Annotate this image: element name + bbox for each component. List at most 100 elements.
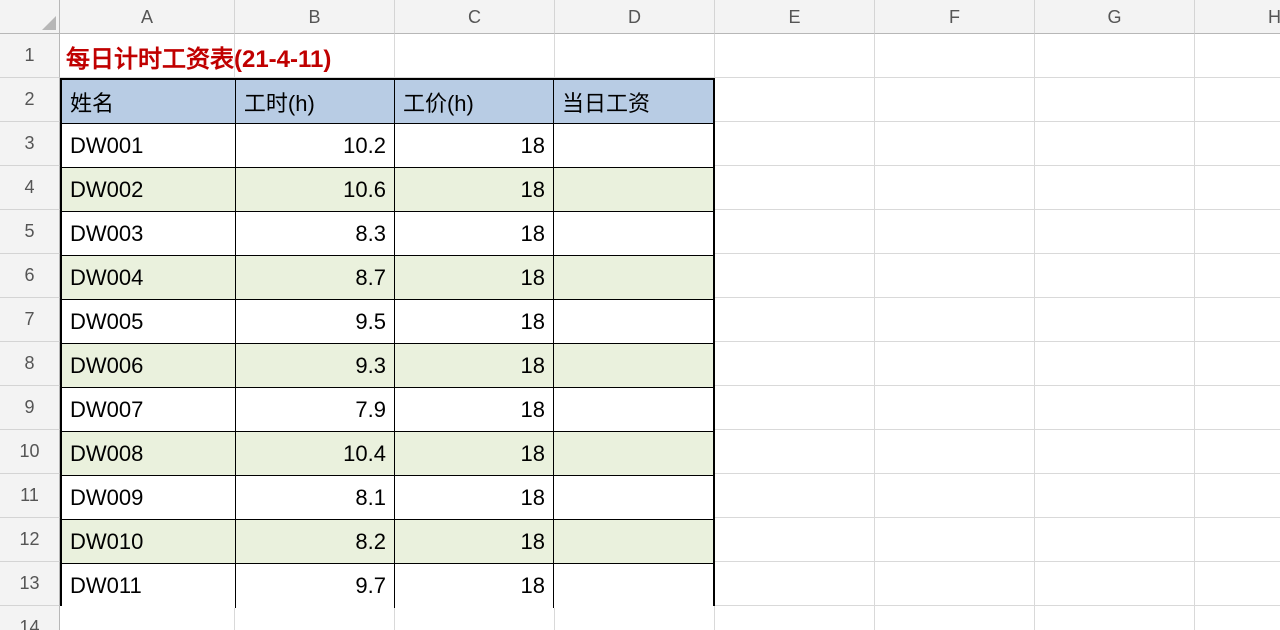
table-cell-hours[interactable]: 10.2 [236,124,395,168]
table-cell-rate[interactable]: 18 [395,344,554,388]
cell[interactable] [1035,78,1195,122]
cell[interactable] [875,298,1035,342]
table-cell-rate[interactable]: 18 [395,212,554,256]
cell[interactable] [875,474,1035,518]
cell[interactable] [715,78,875,122]
cell[interactable] [875,166,1035,210]
table-cell-name[interactable]: DW010 [62,520,236,564]
cell[interactable] [715,606,875,630]
column-header-A[interactable]: A [60,0,235,34]
table-cell-pay[interactable] [554,432,713,476]
cell[interactable] [875,254,1035,298]
table-cell-hours[interactable]: 9.5 [236,300,395,344]
row-header-3[interactable]: 3 [0,122,60,166]
cell[interactable] [875,34,1035,78]
row-header-9[interactable]: 9 [0,386,60,430]
cell[interactable] [875,78,1035,122]
table-header[interactable]: 工时(h) [236,80,395,124]
table-cell-rate[interactable]: 18 [395,432,554,476]
row-header-10[interactable]: 10 [0,430,60,474]
table-cell-pay[interactable] [554,520,713,564]
table-cell-rate[interactable]: 18 [395,520,554,564]
cell[interactable] [875,342,1035,386]
cell[interactable] [1195,166,1280,210]
cell[interactable] [715,474,875,518]
cell[interactable] [715,386,875,430]
cell[interactable] [1035,386,1195,430]
table-cell-name[interactable]: DW004 [62,256,236,300]
table-cell-pay[interactable] [554,476,713,520]
cell[interactable] [555,606,715,630]
cell[interactable] [715,562,875,606]
table-cell-hours[interactable]: 10.6 [236,168,395,212]
cell[interactable] [875,562,1035,606]
table-cell-name[interactable]: DW011 [62,564,236,608]
cell[interactable] [1195,210,1280,254]
cell[interactable] [715,122,875,166]
table-cell-rate[interactable]: 18 [395,476,554,520]
title-cell[interactable]: 每日计时工资表(21-4-11) [60,34,721,78]
table-cell-hours[interactable]: 8.7 [236,256,395,300]
table-cell-pay[interactable] [554,344,713,388]
cell[interactable] [1035,606,1195,630]
table-cell-name[interactable]: DW007 [62,388,236,432]
cell[interactable] [1195,518,1280,562]
table-cell-rate[interactable]: 18 [395,564,554,608]
table-cell-name[interactable]: DW003 [62,212,236,256]
row-header-8[interactable]: 8 [0,342,60,386]
cell[interactable] [875,386,1035,430]
cell[interactable] [875,122,1035,166]
cell[interactable] [1195,562,1280,606]
table-cell-pay[interactable] [554,564,713,608]
cell[interactable] [1195,474,1280,518]
cell[interactable] [715,518,875,562]
column-header-H[interactable]: H [1195,0,1280,34]
table-cell-name[interactable]: DW002 [62,168,236,212]
table-cell-hours[interactable]: 9.3 [236,344,395,388]
cell[interactable] [395,606,555,630]
table-cell-pay[interactable] [554,168,713,212]
table-cell-pay[interactable] [554,124,713,168]
table-cell-name[interactable]: DW006 [62,344,236,388]
table-cell-hours[interactable]: 8.2 [236,520,395,564]
table-header[interactable]: 姓名 [62,80,236,124]
table-cell-rate[interactable]: 18 [395,388,554,432]
cell[interactable] [1195,298,1280,342]
column-header-D[interactable]: D [555,0,715,34]
table-cell-rate[interactable]: 18 [395,168,554,212]
cell[interactable] [715,254,875,298]
cell[interactable] [715,166,875,210]
cell[interactable] [715,298,875,342]
table-cell-rate[interactable]: 18 [395,300,554,344]
cell[interactable] [1195,386,1280,430]
cell[interactable] [875,606,1035,630]
table-cell-pay[interactable] [554,212,713,256]
cell[interactable] [1035,518,1195,562]
cell[interactable] [60,606,235,630]
table-cell-pay[interactable] [554,388,713,432]
cell[interactable] [715,342,875,386]
row-header-5[interactable]: 5 [0,210,60,254]
column-header-F[interactable]: F [875,0,1035,34]
column-header-E[interactable]: E [715,0,875,34]
table-cell-rate[interactable]: 18 [395,256,554,300]
table-cell-hours[interactable]: 7.9 [236,388,395,432]
cell[interactable] [1195,122,1280,166]
table-cell-hours[interactable]: 10.4 [236,432,395,476]
cell[interactable] [715,430,875,474]
column-header-B[interactable]: B [235,0,395,34]
cell[interactable] [875,518,1035,562]
table-cell-rate[interactable]: 18 [395,124,554,168]
row-header-2[interactable]: 2 [0,78,60,122]
row-header-14[interactable]: 14 [0,606,60,630]
table-cell-pay[interactable] [554,256,713,300]
cell[interactable] [1195,34,1280,78]
cell[interactable] [1035,166,1195,210]
table-cell-hours[interactable]: 8.3 [236,212,395,256]
column-header-C[interactable]: C [395,0,555,34]
row-header-12[interactable]: 12 [0,518,60,562]
cell[interactable] [1195,254,1280,298]
table-cell-name[interactable]: DW008 [62,432,236,476]
cell[interactable] [715,34,875,78]
cell[interactable] [1195,342,1280,386]
